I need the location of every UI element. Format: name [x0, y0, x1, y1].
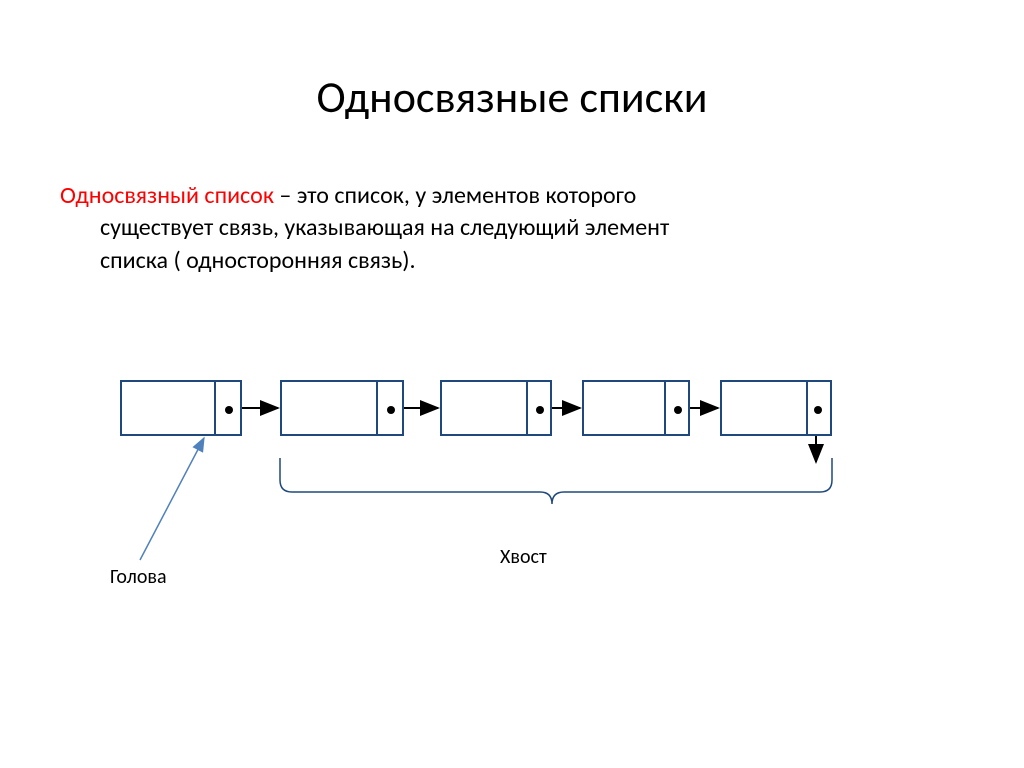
- list-node-4: [582, 380, 690, 436]
- definition-line1: – это список, у элементов которого: [274, 181, 636, 210]
- node-divider: [214, 382, 216, 434]
- tail-brace: [280, 458, 832, 504]
- definition-term: Односвязный список: [60, 181, 274, 210]
- definition-text: Односвязный список – это список, у элеме…: [60, 180, 880, 277]
- head-label: Голова: [110, 565, 167, 589]
- linked-list-diagram: Голова Хвост: [120, 380, 900, 630]
- pointer-dot: [387, 406, 395, 414]
- head-pointer-arrow: [140, 438, 204, 560]
- node-divider: [664, 382, 666, 434]
- definition-line3: списка ( односторонняя связь).: [60, 245, 880, 277]
- node-divider: [526, 382, 528, 434]
- pointer-dot: [225, 406, 233, 414]
- pointer-dot: [814, 406, 822, 414]
- pointer-dot: [536, 406, 544, 414]
- tail-label: Хвост: [500, 545, 547, 569]
- node-divider: [806, 382, 808, 434]
- node-divider: [376, 382, 378, 434]
- list-node-1: [120, 380, 242, 436]
- definition-line2: существует связь, указывающая на следующ…: [60, 212, 880, 244]
- pointer-dot: [674, 406, 682, 414]
- list-node-3: [440, 380, 552, 436]
- list-node-2: [280, 380, 404, 436]
- slide-title: Односвязные списки: [0, 70, 1024, 124]
- list-node-5: [720, 380, 832, 436]
